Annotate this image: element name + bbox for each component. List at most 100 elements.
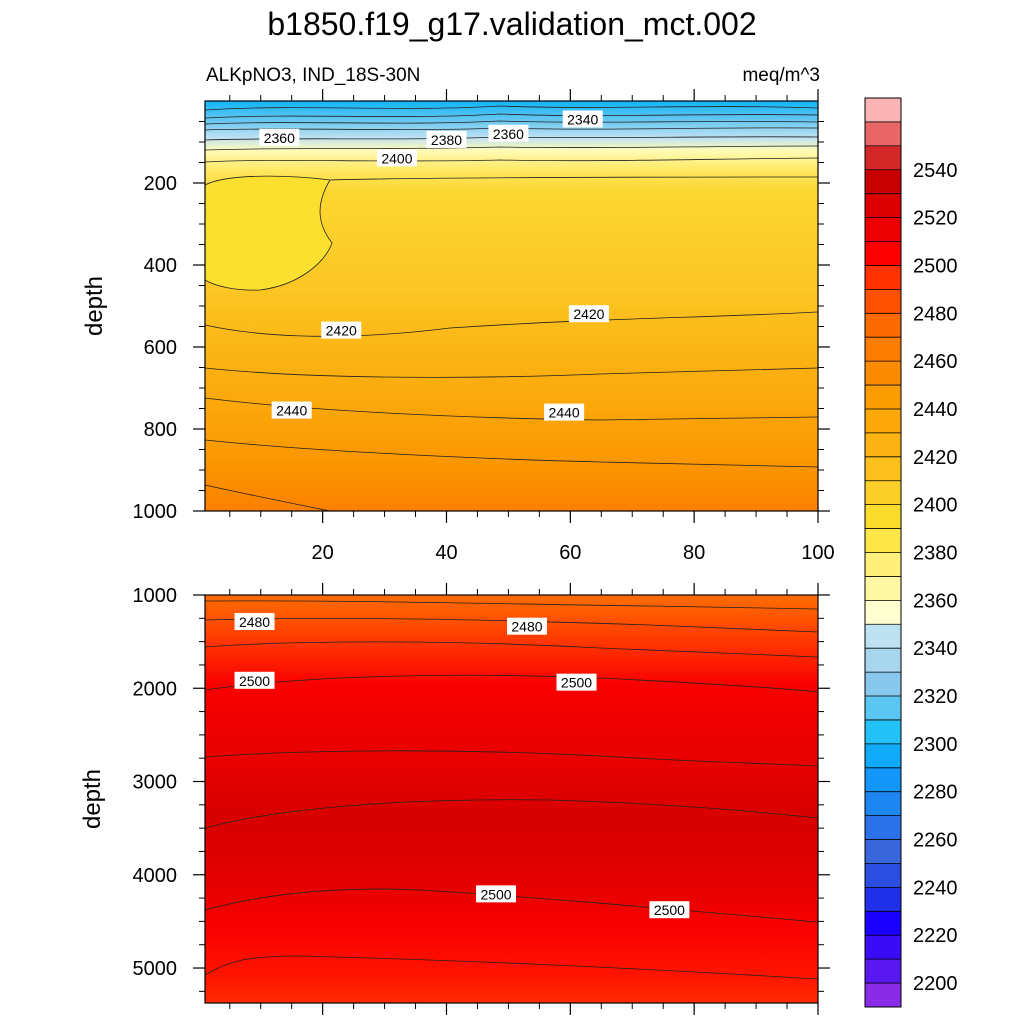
contour-label-text: 2440 bbox=[549, 405, 580, 421]
contour-label-box bbox=[259, 128, 300, 146]
contour-label-box bbox=[271, 401, 312, 419]
colorbar-label: 2540 bbox=[913, 160, 958, 182]
colorbar-box bbox=[865, 98, 901, 123]
contour-label-text: 2400 bbox=[381, 150, 412, 166]
colorbar-box bbox=[865, 863, 901, 888]
colorbar-label: 2200 bbox=[913, 973, 958, 995]
top-ytick-label: 400 bbox=[144, 255, 177, 277]
top-ytick-label: 1000 bbox=[133, 501, 178, 523]
colorbar-box bbox=[865, 552, 901, 577]
contour-label-text: 2440 bbox=[276, 403, 307, 419]
bottom-ytick-label: 3000 bbox=[133, 772, 178, 794]
bottom-contour-panel bbox=[204, 595, 819, 1003]
colorbar-box bbox=[865, 241, 901, 266]
top-xtick-label: 60 bbox=[559, 542, 581, 564]
colorbar-box bbox=[865, 480, 901, 506]
top-xtick-label: 100 bbox=[801, 542, 834, 564]
contour-label: 2420 bbox=[568, 305, 609, 323]
contour-label: 2360 bbox=[259, 128, 300, 146]
contour-label: 2500 bbox=[234, 671, 275, 689]
colorbar-label: 2500 bbox=[913, 255, 958, 277]
colorbar-label: 2280 bbox=[913, 782, 958, 804]
contour-label-text: 2500 bbox=[561, 675, 592, 691]
contour-label-box bbox=[476, 885, 517, 903]
contour-label: 2480 bbox=[506, 617, 547, 635]
colorbar-box bbox=[865, 887, 901, 912]
contour-label-text: 2360 bbox=[493, 126, 524, 142]
contour-label: 2500 bbox=[556, 673, 597, 691]
contour-label: 2440 bbox=[544, 403, 585, 421]
colorbar-box bbox=[865, 265, 901, 290]
colorbar-box bbox=[865, 337, 901, 362]
colorbar-box bbox=[865, 815, 901, 840]
bottom-ytick-label: 5000 bbox=[133, 958, 178, 980]
contour-label-box bbox=[649, 901, 690, 919]
colorbar-box bbox=[865, 504, 901, 529]
top-panel-fill bbox=[205, 101, 818, 511]
bottom-ylabel: depth bbox=[79, 769, 106, 829]
top-xtick-label: 40 bbox=[435, 542, 457, 564]
colorbar-box bbox=[865, 432, 901, 458]
contour-label-box bbox=[556, 673, 597, 691]
contour-label-box bbox=[488, 124, 529, 142]
bottom-ytick-label: 1000 bbox=[133, 585, 178, 607]
contour-label-box bbox=[234, 671, 275, 689]
contour-label: 2360 bbox=[488, 124, 529, 142]
colorbar-box bbox=[865, 696, 901, 721]
contour-label: 2420 bbox=[321, 321, 362, 339]
top-xtick-label: 20 bbox=[312, 542, 334, 564]
contour-label-box bbox=[234, 613, 275, 631]
top-ylabel: depth bbox=[81, 276, 108, 336]
colorbar-label: 2340 bbox=[913, 638, 958, 660]
bottom-panel-fill bbox=[205, 595, 818, 1003]
colorbar-label: 2300 bbox=[913, 734, 958, 756]
colorbar-box bbox=[865, 767, 901, 793]
top-xtick-label: 80 bbox=[683, 542, 705, 564]
bottom-ytick-label: 2000 bbox=[133, 678, 178, 700]
contour-label: 2340 bbox=[562, 110, 603, 128]
colorbar-box bbox=[865, 935, 901, 960]
colorbar-box bbox=[865, 289, 901, 314]
colorbar-box bbox=[865, 600, 901, 625]
colorbar-box bbox=[865, 624, 901, 649]
colorbar-box bbox=[865, 743, 901, 769]
colorbar-frame bbox=[864, 97, 902, 1008]
colorbar-box bbox=[865, 217, 901, 242]
contour-label: 2480 bbox=[234, 613, 275, 631]
contour-label-box bbox=[544, 403, 585, 421]
contour-label-text: 2420 bbox=[326, 323, 357, 339]
contour-label-text: 2380 bbox=[431, 132, 462, 148]
contour-label-box bbox=[426, 130, 467, 148]
left-string: ALKpNO3, IND_18S-30N bbox=[206, 65, 420, 86]
figure-title: b1850.f19_g17.validation_mct.002 bbox=[267, 6, 756, 42]
colorbar-label: 2520 bbox=[913, 208, 958, 230]
colorbar-box bbox=[865, 385, 901, 410]
contour-label: 2500 bbox=[649, 901, 690, 919]
colorbar-box bbox=[865, 911, 901, 936]
contour-label: 2500 bbox=[476, 885, 517, 903]
colorbar-box bbox=[865, 193, 901, 219]
bottom-axes: 1000 2000 3000 4000 5000 bbox=[133, 583, 830, 1015]
top-ytick-label: 600 bbox=[144, 337, 177, 359]
colorbar-box bbox=[865, 719, 901, 745]
colorbar-box bbox=[865, 145, 901, 171]
contour-label-box bbox=[321, 321, 362, 339]
colorbar-label: 2480 bbox=[913, 303, 958, 325]
contour-label: 2400 bbox=[376, 149, 417, 167]
colorbar-label: 2240 bbox=[913, 877, 958, 899]
contour-label-box bbox=[562, 110, 603, 128]
colorbar: 2200 2220 2240 2260 2280 2300 2320 2340 2360 2380… bbox=[864, 97, 958, 1008]
contour-label-text: 2360 bbox=[264, 130, 295, 146]
contour-label-text: 2500 bbox=[239, 673, 270, 689]
colorbar-box bbox=[865, 648, 901, 673]
warm-pocket bbox=[205, 176, 332, 291]
bottom-panel-frame bbox=[204, 594, 819, 1004]
top-ytick-label: 800 bbox=[144, 419, 177, 441]
bottom-contour-lines bbox=[204, 600, 819, 980]
contour-label-text: 2340 bbox=[567, 111, 598, 127]
colorbar-box bbox=[865, 672, 901, 697]
colorbar-box bbox=[865, 959, 901, 984]
colorbar-label: 2380 bbox=[913, 543, 958, 565]
colorbar-box bbox=[865, 983, 901, 1008]
